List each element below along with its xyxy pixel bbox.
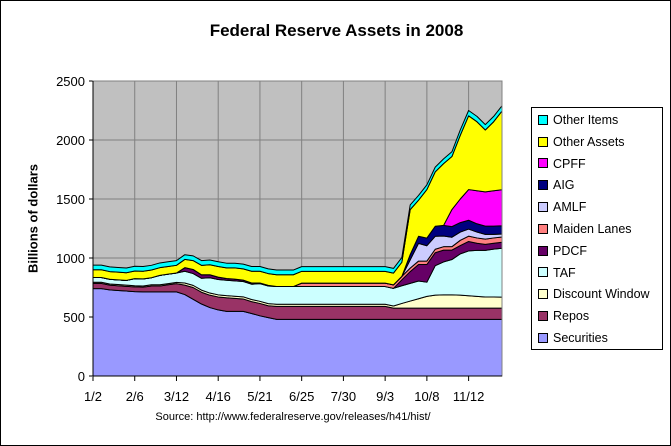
x-tick-label: 1/2 — [84, 389, 102, 404]
legend-item: Repos — [538, 309, 589, 323]
legend-swatch — [538, 136, 548, 147]
y-axis-label: Billions of dollars — [25, 163, 41, 274]
x-tick-label: 3/12 — [164, 389, 189, 404]
legend-label: Discount Window — [553, 287, 650, 302]
legend-label: Securities — [553, 331, 608, 345]
legend-label: Maiden Lanes — [553, 222, 632, 236]
legend-label: PDCF — [553, 243, 588, 258]
legend-swatch — [538, 332, 548, 343]
legend-swatch — [538, 180, 548, 191]
y-tick-label: 1500 — [56, 192, 85, 207]
legend-item: TAF — [538, 266, 576, 280]
y-tick-label: 0 — [78, 369, 85, 384]
legend-item: Maiden Lanes — [538, 222, 632, 236]
y-tick-label: 500 — [63, 310, 85, 325]
x-tick-label: 11/12 — [453, 389, 485, 404]
legend-swatch — [538, 267, 548, 278]
x-tick-label: 9/3 — [376, 389, 394, 404]
legend-label: Other Items — [553, 113, 619, 127]
x-tick-label: 6/25 — [289, 389, 314, 404]
legend-item: AMLF — [538, 200, 586, 214]
y-tick-label: 2500 — [56, 74, 85, 89]
x-tick-label: 5/21 — [247, 389, 272, 404]
x-tick-label: 7/30 — [331, 389, 356, 404]
legend: Other Items Other Assets CPFF AIG AMLF Maiden… — [531, 107, 663, 350]
legend-item: AIG — [538, 178, 575, 192]
legend-swatch — [538, 201, 548, 212]
legend-item: Other Assets — [538, 135, 625, 149]
legend-label: TAF — [553, 265, 576, 280]
legend-swatch — [538, 310, 548, 321]
legend-swatch — [538, 114, 548, 125]
x-tick-label: 4/16 — [206, 389, 231, 404]
chart-title: Federal Reserve Assets in 2008 — [209, 21, 464, 40]
y-tick-label: 2000 — [56, 133, 85, 148]
legend-label: CPFF — [553, 156, 586, 171]
legend-label: AIG — [553, 178, 575, 193]
legend-swatch — [538, 158, 548, 169]
legend-item: Securities — [538, 331, 608, 345]
legend-item: Discount Window — [538, 287, 650, 301]
legend-item: CPFF — [538, 157, 586, 171]
source-note: Source: http://www.federalreserve.gov/re… — [155, 411, 431, 423]
x-tick-label: 10/8 — [414, 389, 439, 404]
legend-label: AMLF — [553, 200, 587, 215]
x-tick-label: 2/6 — [126, 389, 144, 404]
legend-label: Repos — [553, 309, 590, 324]
y-tick-label: 1000 — [56, 251, 85, 266]
legend-item: Other Items — [538, 113, 618, 127]
legend-label: Other Assets — [553, 134, 625, 149]
legend-swatch — [538, 245, 548, 256]
legend-item: PDCF — [538, 244, 587, 258]
legend-swatch — [538, 223, 548, 234]
legend-swatch — [538, 289, 548, 300]
